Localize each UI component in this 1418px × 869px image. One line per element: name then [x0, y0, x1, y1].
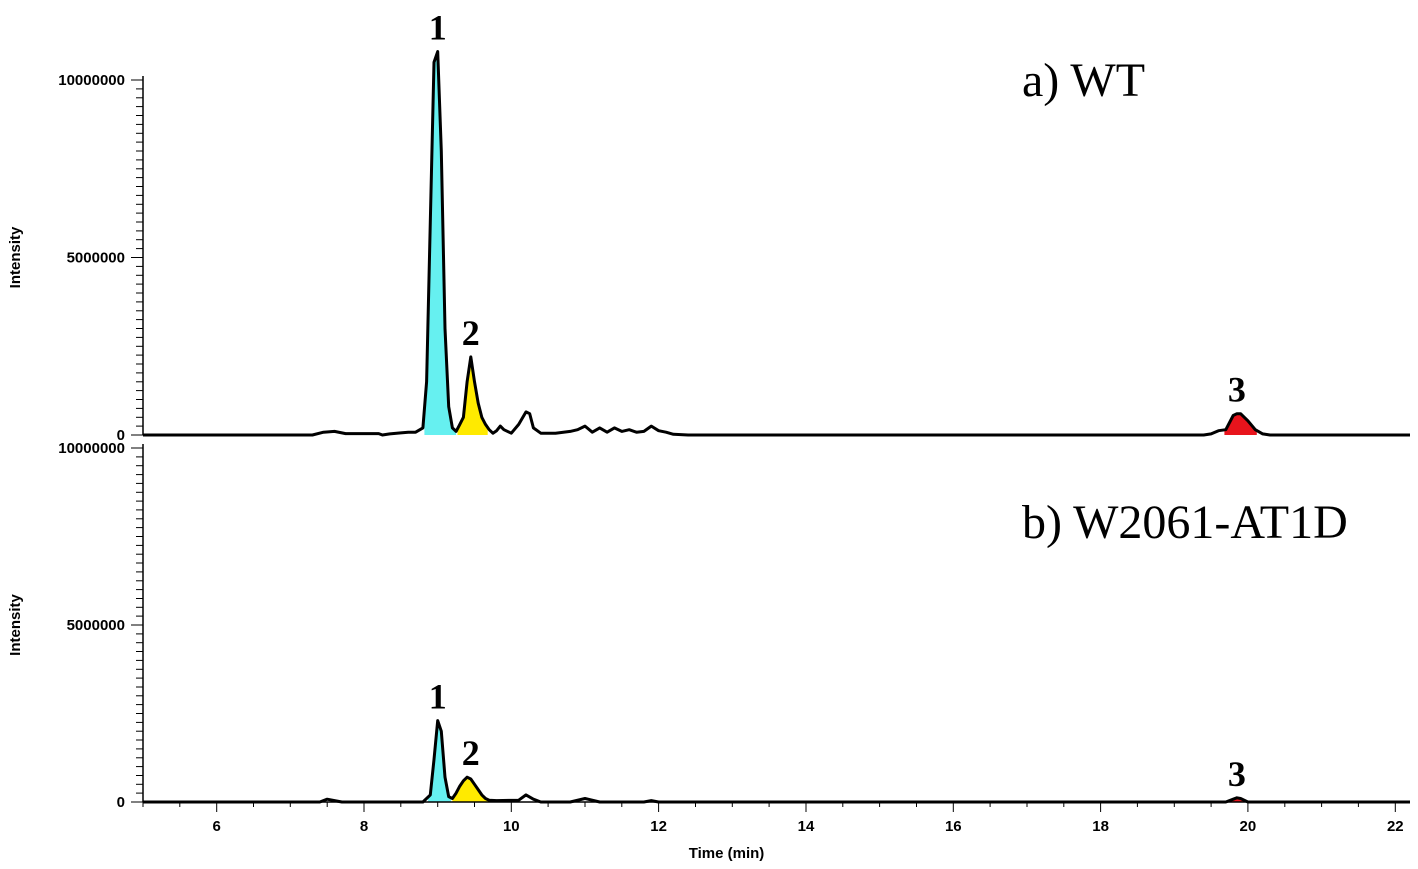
- intensity-trace: [143, 719, 1410, 804]
- x-tick-label: 20: [1240, 818, 1257, 835]
- peak-1-label: 1: [429, 677, 447, 717]
- peak-3-label: 3: [1228, 754, 1246, 794]
- x-axis-title: Time (min): [689, 845, 765, 862]
- x-tick-label: 18: [1092, 818, 1109, 835]
- x-tick-label: 8: [360, 818, 368, 835]
- x-tick-label: 16: [945, 818, 962, 835]
- y-tick-label: 10000000: [58, 440, 125, 457]
- x-tick-label: 6: [213, 818, 221, 835]
- y-tick-label: 10000000: [58, 72, 125, 89]
- peak-3-label: 3: [1228, 370, 1246, 410]
- panel-wt: a) WT 1 2 3 0 5000000 10000000 Intensity: [7, 8, 1410, 444]
- peak-2-label: 2: [462, 733, 480, 773]
- y-tick-label: 0: [117, 794, 125, 811]
- x-tick-label: 22: [1387, 818, 1404, 835]
- x-tick-label: 12: [650, 818, 667, 835]
- panel-label-wt: a) WT: [1022, 54, 1145, 107]
- panel-w2061-at1d: b) W2061-AT1D 12 3 0 5000000 10000000 Intensi…: [7, 440, 1410, 862]
- y-axis-title: Intensity: [7, 594, 24, 656]
- y-tick-label: 0: [117, 427, 125, 444]
- peak-2-label: 2: [462, 313, 480, 353]
- x-tick-label: 10: [503, 818, 520, 835]
- panel-label-w2061-at1d: b) W2061-AT1D: [1022, 496, 1348, 549]
- y-axis-title: Intensity: [7, 226, 24, 288]
- intensity-trace: [143, 50, 1410, 437]
- peak-1-label: 1: [429, 8, 447, 48]
- y-tick-label: 5000000: [67, 250, 125, 267]
- x-tick-label: 14: [798, 818, 815, 835]
- y-tick-label: 5000000: [67, 617, 125, 634]
